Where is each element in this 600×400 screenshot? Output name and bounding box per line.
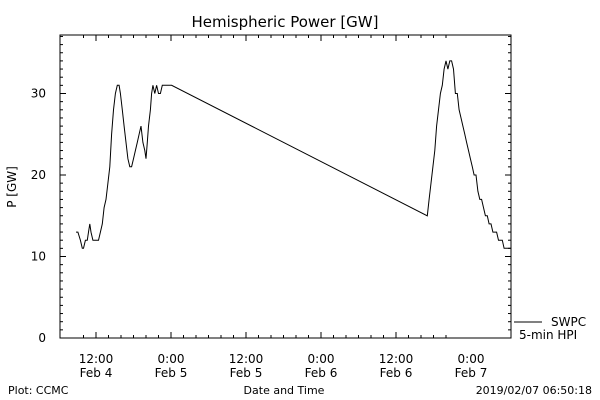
x-tick-label-time: 0:00 <box>158 352 185 366</box>
legend-label-swpc: SWPC <box>551 315 586 329</box>
x-tick-label-time: 12:00 <box>379 352 414 366</box>
x-tick-label-date: Feb 6 <box>305 366 338 380</box>
y-tick-label: 10 <box>31 250 46 264</box>
chart-title: Hemispheric Power [GW] <box>192 13 379 31</box>
x-tick-label-date: Feb 5 <box>155 366 188 380</box>
x-tick-label-date: Feb 7 <box>455 366 488 380</box>
y-axis: 0 10 20 30 <box>31 35 511 345</box>
x-tick-label-date: Feb 4 <box>80 366 113 380</box>
y-tick-label: 0 <box>38 331 46 345</box>
x-tick-label-time: 12:00 <box>229 352 264 366</box>
footer-timestamp: 2019/02/07 06:50:18 <box>476 384 592 397</box>
x-tick-label-date: Feb 6 <box>380 366 413 380</box>
y-tick-label: 30 <box>31 87 46 101</box>
y-axis-label: P [GW] <box>5 166 19 208</box>
x-tick-label-time: 12:00 <box>79 352 114 366</box>
x-tick-label-time: 0:00 <box>308 352 335 366</box>
x-axis-label: Date and Time <box>244 384 325 397</box>
x-tick-label-time: 0:00 <box>458 352 485 366</box>
series-line-hpi <box>76 60 511 249</box>
plot-frame <box>59 34 512 339</box>
footer-plot-credit: Plot: CCMC <box>8 384 69 397</box>
legend-label-hpi: 5-min HPI <box>519 328 577 342</box>
y-tick-label: 20 <box>31 168 46 182</box>
x-tick-label-date: Feb 5 <box>230 366 263 380</box>
